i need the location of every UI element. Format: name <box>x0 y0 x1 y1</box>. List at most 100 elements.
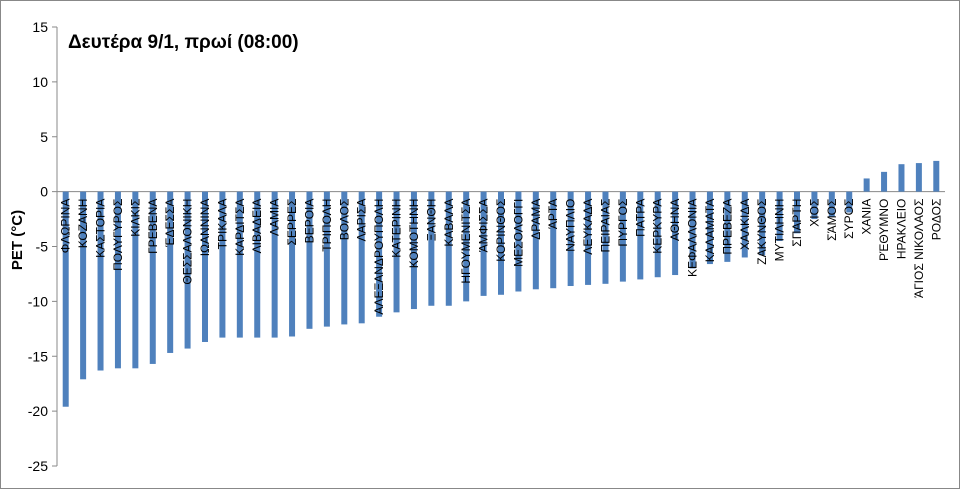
x-tick-label: ΆΡΤΑ <box>546 199 560 229</box>
y-tick-label: -20 <box>28 403 48 419</box>
bar <box>202 191 208 342</box>
x-tick-label: ΧΑΛΚΙΔΑ <box>738 199 752 250</box>
x-tick-label: ΜΥΤΙΛΗΝΗ <box>773 199 787 262</box>
bar <box>689 191 696 269</box>
bar <box>741 191 748 258</box>
chart-title: Δευτέρα 9/1, πρωί (08:00) <box>68 32 299 53</box>
x-tick-label: ΑΛΕΞΑΝΔΡΟΥΠΟΛΗ <box>372 199 386 315</box>
x-tick-label: ΛΑΜΙΑ <box>268 199 282 236</box>
bar <box>97 191 104 371</box>
bar <box>567 191 574 287</box>
bar <box>80 191 87 380</box>
x-tick-label: ΚΕΦΑΛΛΟΝΙΑ <box>686 199 700 277</box>
x-tick-label: ΔΡΑΜΑ <box>529 199 543 240</box>
x-tick-label: ΒΟΛΟΣ <box>337 199 351 241</box>
bar <box>132 191 139 369</box>
bar <box>463 191 470 302</box>
bar <box>254 191 261 338</box>
bar <box>445 191 452 306</box>
x-tick-label: ΠΟΛΥΓΥΡΟΣ <box>111 199 125 271</box>
bar <box>602 191 609 284</box>
bar <box>585 191 592 285</box>
bar <box>933 160 940 192</box>
x-tick-label: ΣΠΑΡΤΗ <box>790 199 804 247</box>
bar <box>881 171 888 192</box>
x-tick-label: ΤΡΙΠΟΛΗ <box>320 199 334 252</box>
bar <box>550 191 557 289</box>
x-tick-label: ΧΙΟΣ <box>807 199 821 227</box>
bar <box>236 191 243 338</box>
x-tick-label: ΚΑΡΔΙΤΣΑ <box>233 199 247 256</box>
bar <box>863 178 870 192</box>
x-tick-label: ΛΕΥΚΑΔΑ <box>581 199 595 255</box>
y-tick-label: 5 <box>40 129 48 145</box>
y-tick-label: -5 <box>36 239 49 255</box>
y-tick-label: -25 <box>28 458 48 474</box>
x-tick-label: ΒΕΡΟΙΑ <box>302 199 316 244</box>
x-tick-label: ΤΡΙΚΑΛΑ <box>215 199 229 250</box>
bar <box>724 191 731 262</box>
x-tick-label: ΧΑΝΙΑ <box>860 199 874 235</box>
x-tick-label: ΙΩΑΝΝΙΝΑ <box>198 199 212 257</box>
bar <box>184 191 191 349</box>
x-tick-label: ΘΕΣΣΑΛΟΝΙΚΗ <box>181 199 195 285</box>
x-tick-label: ΞΑΝΘΗ <box>424 199 438 241</box>
bar <box>114 191 121 369</box>
x-tick-label: ΣΥΡΟΣ <box>842 199 856 239</box>
x-tick-label: ΠΥΡΓΟΣ <box>616 199 630 247</box>
bar <box>167 191 174 353</box>
x-tick-label: ΓΡΕΒΕΝΑ <box>146 199 160 254</box>
bar <box>149 191 156 364</box>
bar <box>393 191 400 313</box>
bar <box>532 191 539 290</box>
x-tick-label: ΠΑΤΡΑ <box>633 199 647 237</box>
bar <box>846 191 853 213</box>
x-tick-label: ΛΑΡΙΣΑ <box>355 199 369 242</box>
x-tick-label: ΚΟΜΟΤΗΝΗ <box>407 199 421 269</box>
bar <box>654 191 661 278</box>
y-tick-label: 10 <box>32 74 48 90</box>
x-tick-label: ΦΛΩΡΙΝΑ <box>59 199 73 254</box>
bar <box>289 191 296 337</box>
x-tick-label: ΣΆΜΟΣ <box>825 199 839 241</box>
y-tick-label: -10 <box>28 293 48 309</box>
x-tick-label: ΈΔΕΣΣΑ <box>163 199 177 248</box>
bar <box>376 191 383 317</box>
bar <box>898 164 905 192</box>
x-tick-label: ΜΕΣΟΛΟΓΓΙ <box>511 199 525 267</box>
bar <box>358 191 365 324</box>
x-tick-label: ΚΟΖΑΝΗ <box>76 199 90 249</box>
bar <box>62 191 69 407</box>
bar <box>323 191 330 327</box>
bar <box>759 191 766 256</box>
x-tick-label: ΗΡΑΚΛΕΙΟ <box>894 199 908 259</box>
bar <box>219 191 226 338</box>
y-tick-label: 0 <box>40 184 48 200</box>
bar <box>706 191 713 265</box>
bar <box>271 191 278 338</box>
bar <box>672 191 679 276</box>
bar <box>515 191 522 292</box>
x-tick-label: ΚΑΛΑΜΑΤΑ <box>703 199 717 263</box>
bar <box>828 191 835 217</box>
bar <box>341 191 348 325</box>
x-tick-label: ΚΕΡΚΥΡΑ <box>651 199 665 254</box>
x-tick-label: ΣΕΡΡΕΣ <box>285 199 299 246</box>
y-tick-label: -15 <box>28 348 48 364</box>
x-tick-label: ΚΟΡΙΝΘΟΣ <box>494 199 508 262</box>
bar <box>619 191 626 282</box>
bar <box>794 191 800 234</box>
x-tick-label: ΚΑΒΑΛΑ <box>442 199 456 247</box>
x-tick-label: ΠΡΕΒΕΖΑ <box>720 199 734 255</box>
y-tick-label: 15 <box>32 19 48 35</box>
bar <box>306 191 313 329</box>
y-axis-label: PET (°C) <box>9 210 26 270</box>
x-tick-label: ΠΕΙΡΑΙΑΣ <box>598 199 612 253</box>
x-tick-label: ΝΑΥΠΛΙΟ <box>564 199 578 252</box>
x-tick-label: ΚΑΤΕΡΙΝΗ <box>390 199 404 258</box>
bar <box>776 191 783 242</box>
x-tick-label: ΆΜΦΙΣΣΑ <box>477 199 491 253</box>
bar <box>811 191 818 220</box>
